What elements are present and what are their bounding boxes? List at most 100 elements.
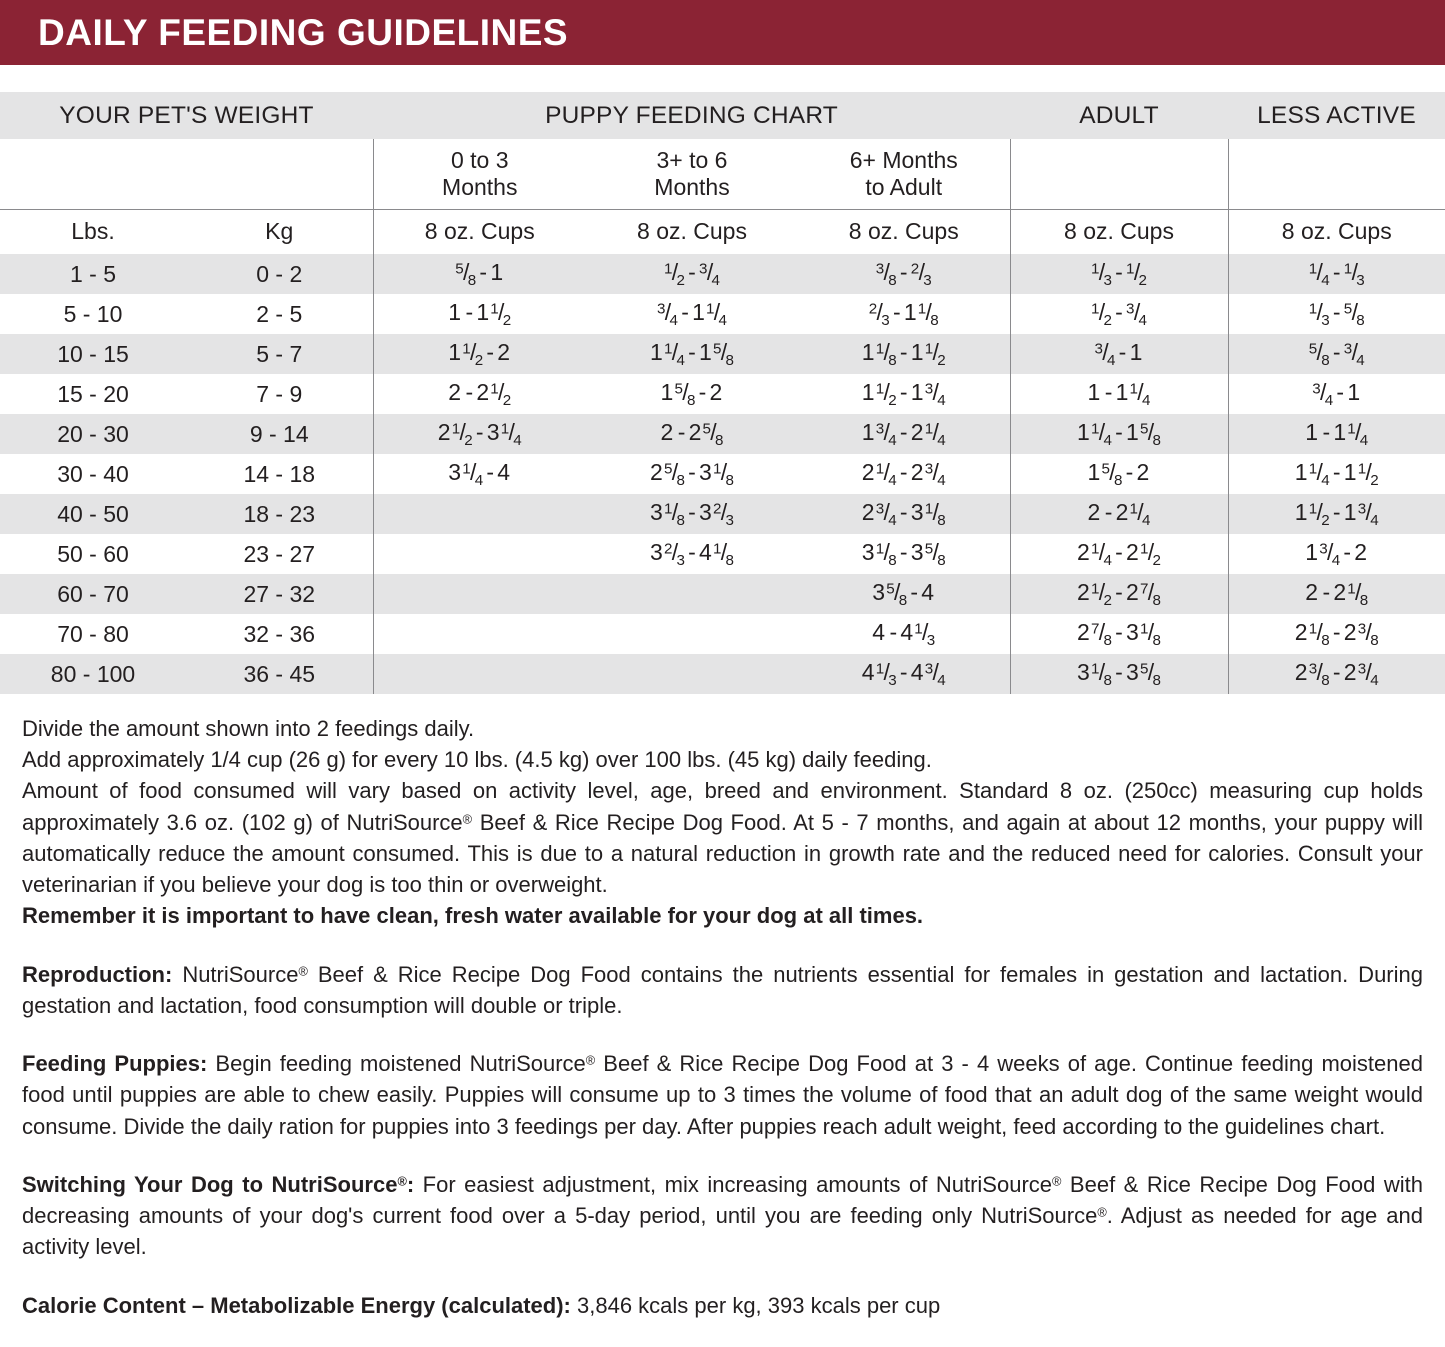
note-line-2: Add approximately 1/4 cup (26 g) for eve…: [22, 747, 932, 773]
cell-puppy-3-6: 1/2-3/4: [586, 254, 798, 294]
section-feeding-puppies-text1: Begin feeding moistened NutriSource: [207, 1051, 586, 1077]
cell-weight-kg: 14 - 18: [186, 454, 373, 494]
cell-puppy-6-adult: 13/4-21/4: [798, 414, 1010, 454]
cell-weight-kg: 7 - 9: [186, 374, 373, 414]
cell-puppy-3-6: [586, 614, 798, 654]
cell-puppy-0-3: 2-21/2: [372, 374, 586, 414]
unit-cups-3-6: 8 oz. Cups: [586, 208, 798, 254]
spacer-2: [22, 1021, 1423, 1048]
table-row: 50 - 60 23 - 27 32/3-41/8 31/8-35/8 21/4-21/…: [0, 534, 1445, 574]
cell-weight-lbs: 70 - 80: [0, 614, 186, 654]
section-calorie-content: Calorie Content – Metabolizable Energy (…: [22, 1290, 1423, 1321]
cell-less-active: 5/8-3/4: [1227, 334, 1445, 374]
cell-puppy-3-6: 3/4-11/4: [586, 294, 798, 334]
note-line-1: Divide the amount shown into 2 feedings …: [22, 716, 475, 741]
cell-puppy-6-adult: 3/8-2/3: [798, 254, 1010, 294]
cell-weight-lbs: 15 - 20: [0, 374, 186, 414]
cell-adult: 15/8-2: [1009, 454, 1228, 494]
section-switching-text2: Beef & Rice Recipe Dog Food with decreas…: [22, 1171, 1423, 1229]
cell-adult: 3/4-1: [1009, 334, 1228, 374]
group-header-puppy: PUPPY FEEDING CHART: [373, 92, 1010, 139]
unit-cups-adult: 8 oz. Cups: [1009, 208, 1228, 254]
section-reproduction: Reproduction: NutriSource® Beef & Rice R…: [22, 959, 1423, 1021]
section-calorie-content-label: Calorie Content – Metabolizable Energy (…: [22, 1292, 571, 1318]
cell-puppy-3-6: 25/8-31/8: [586, 454, 798, 494]
cell-adult: 21/4-21/2: [1009, 534, 1228, 574]
note-remember: Remember it is important to have clean, …: [22, 900, 1423, 931]
page-title: DAILY FEEDING GUIDELINES: [38, 12, 569, 53]
note-paragraph-a-part1: Amount of food consumed will vary based …: [22, 778, 1423, 835]
units-row: Lbs. Kg 8 oz. Cups 8 oz. Cups 8 oz. Cups…: [0, 208, 1445, 254]
section-switching: Switching Your Dog to NutriSource®: For …: [22, 1169, 1423, 1263]
section-feeding-puppies-text2: Beef & Rice Recipe Dog Food at 3 - 4 wee…: [22, 1051, 1423, 1139]
cell-less-active: 3/4-1: [1227, 374, 1445, 414]
table-row: 80 - 100 36 - 45 41/3-43/4 31/8-35/8 23/8-23…: [0, 654, 1445, 694]
cell-weight-kg: 36 - 45: [186, 654, 373, 694]
cell-puppy-3-6: 32/3-41/8: [586, 534, 798, 574]
age-header-blank-adult: [1009, 139, 1228, 209]
cell-less-active: 1/3-5/8: [1227, 294, 1445, 334]
age-header-blank-less-active: [1227, 139, 1445, 209]
table-row: 30 - 40 14 - 18 31/4-4 25/8-31/8 21/4-23/4 15…: [0, 454, 1445, 494]
cell-puppy-6-adult: 31/8-35/8: [798, 534, 1010, 574]
section-switching-label1: Switching Your Dog to NutriSource: [22, 1171, 398, 1197]
cell-puppy-6-adult: 35/8-4: [798, 574, 1010, 614]
unit-cups-6-adult: 8 oz. Cups: [798, 208, 1010, 254]
unit-header-kg: Kg: [186, 208, 373, 254]
table-row: 15 - 20 7 - 9 2-21/2 15/8-2 11/2-13/4 1-11/4 3…: [0, 374, 1445, 414]
section-reproduction-label: Reproduction:: [22, 961, 173, 987]
cell-less-active: 21/8-23/8: [1227, 614, 1445, 654]
cell-puppy-0-3: [372, 614, 586, 654]
section-reproduction-text1: NutriSource: [172, 961, 299, 987]
age-header-3-6: 3+ to 6 Months: [586, 139, 798, 209]
cell-weight-kg: 2 - 5: [186, 294, 373, 334]
cell-weight-lbs: 40 - 50: [0, 494, 186, 534]
cell-puppy-0-3: 1-11/2: [372, 294, 586, 334]
cell-puppy-6-adult: 11/8-11/2: [798, 334, 1010, 374]
group-header-row: YOUR PET'S WEIGHT PUPPY FEEDING CHART AD…: [0, 92, 1445, 139]
cell-puppy-0-3: [372, 654, 586, 694]
registered-mark-icon: ®: [1097, 1204, 1107, 1220]
cell-weight-lbs: 10 - 15: [0, 334, 186, 374]
section-feeding-puppies-label: Feeding Puppies:: [22, 1051, 208, 1077]
age-header-0-3-label: 0 to 3 Months: [442, 147, 518, 200]
cell-adult: 21/2-27/8: [1009, 574, 1228, 614]
age-header-6-adult: 6+ Months to Adult: [798, 139, 1010, 209]
cell-weight-kg: 32 - 36: [186, 614, 373, 654]
cell-weight-kg: 18 - 23: [186, 494, 373, 534]
cell-weight-lbs: 5 - 10: [0, 294, 186, 334]
age-header-3-6-label: 3+ to 6 Months: [654, 147, 730, 200]
group-header-less-active: LESS ACTIVE: [1228, 92, 1445, 139]
spacer-1: [22, 932, 1423, 959]
cell-adult: 2-21/4: [1009, 494, 1228, 534]
cell-puppy-0-3: [372, 534, 586, 574]
cell-puppy-6-adult: 11/2-13/4: [798, 374, 1010, 414]
cell-weight-lbs: 60 - 70: [0, 574, 186, 614]
cell-puppy-6-adult: 4-41/3: [798, 614, 1010, 654]
cell-weight-lbs: 50 - 60: [0, 534, 186, 574]
cell-puppy-3-6: 2-25/8: [586, 414, 798, 454]
cell-adult: 1/2-3/4: [1009, 294, 1228, 334]
cell-puppy-3-6: [586, 574, 798, 614]
cell-adult: 31/8-35/8: [1009, 654, 1228, 694]
title-band: DAILY FEEDING GUIDELINES: [0, 0, 1445, 65]
registered-mark-icon: ®: [585, 1052, 596, 1068]
cell-adult: 11/4-15/8: [1009, 414, 1228, 454]
cell-weight-lbs: 20 - 30: [0, 414, 186, 454]
table-row: 5 - 10 2 - 5 1-11/2 3/4-11/4 2/3-11/8 1/2-3/4…: [0, 294, 1445, 334]
daily-feeding-table: YOUR PET'S WEIGHT PUPPY FEEDING CHART AD…: [0, 92, 1445, 694]
cell-weight-kg: 5 - 7: [186, 334, 373, 374]
cell-less-active: 2-21/8: [1227, 574, 1445, 614]
cell-puppy-0-3: 31/4-4: [372, 454, 586, 494]
cell-weight-kg: 23 - 27: [186, 534, 373, 574]
cell-puppy-0-3: 11/2-2: [372, 334, 586, 374]
cell-weight-lbs: 80 - 100: [0, 654, 186, 694]
section-feeding-puppies: Feeding Puppies: Begin feeding moistened…: [22, 1048, 1423, 1142]
registered-mark-icon: ®: [1052, 1173, 1062, 1189]
spacer-3: [22, 1142, 1423, 1169]
age-header-blank-weight: [0, 139, 373, 209]
section-switching-text3: . Adjust as needed for age and activity …: [22, 1203, 1424, 1260]
cell-less-active: 1-11/4: [1227, 414, 1445, 454]
spacer-4: [22, 1263, 1423, 1290]
table-row: 40 - 50 18 - 23 31/8-32/3 23/4-31/8 2-21/4 11…: [0, 494, 1445, 534]
